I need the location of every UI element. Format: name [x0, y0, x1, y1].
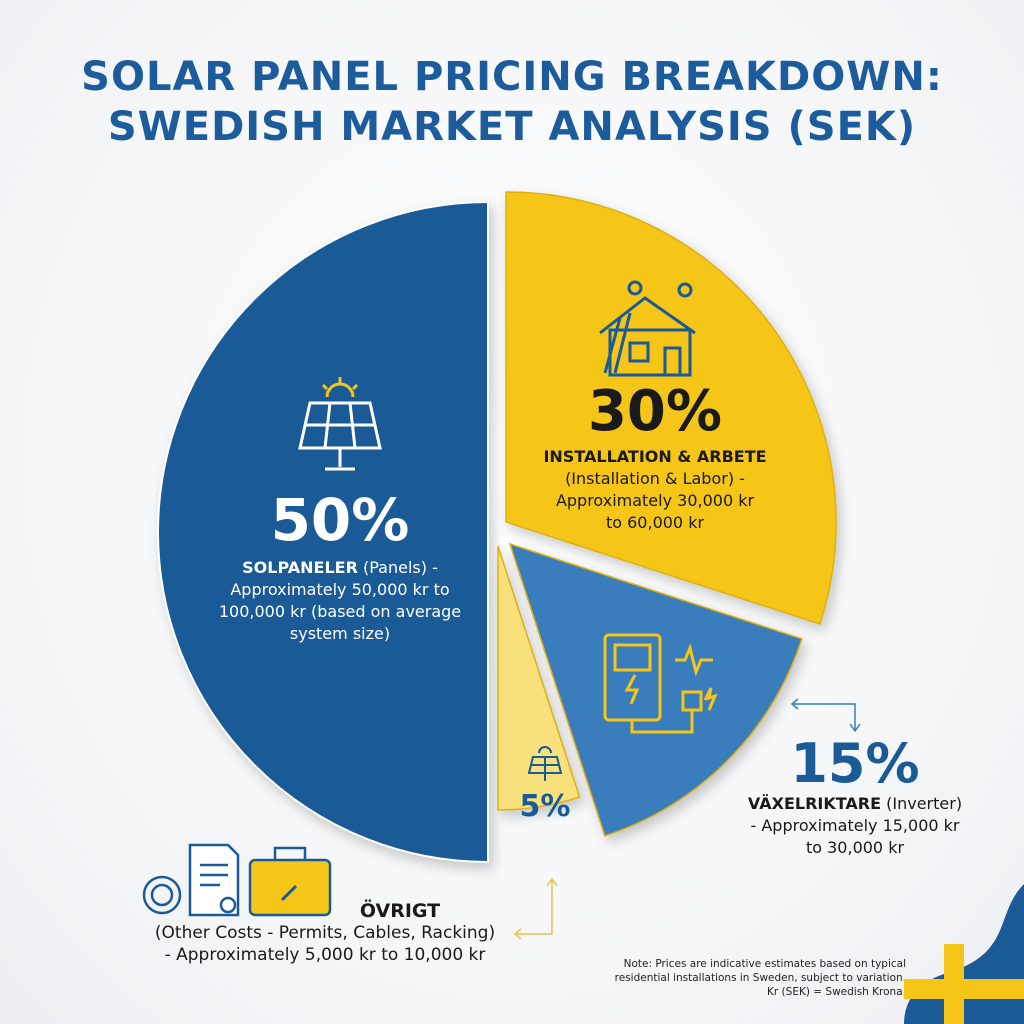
roof-installers-icon: [599, 280, 696, 377]
small-solar-panel-icon: [527, 746, 563, 781]
page-title: SOLAR PANEL PRICING BREAKDOWN: SWEDISH M…: [0, 52, 1024, 152]
sub-installation: (Installation & Labor) -: [565, 469, 745, 488]
desc-panels: - Approximately 50,000 kr to 100,000 kr …: [218, 558, 462, 643]
desc-other: - Approximately 5,000 kr to 10,000 kr: [164, 945, 486, 965]
desc-inverter: - Approximately 15,000 kr to 30,000 kr: [750, 816, 960, 857]
slice-installation: [505, 191, 837, 625]
sub-inverter: (Inverter): [886, 794, 963, 813]
name-installation: INSTALLATION & ARBETE: [543, 447, 767, 466]
pct-installation: 30%: [587, 379, 723, 444]
slice-label-other: ÖVRIGT (Other Costs - Permits, Cables, R…: [110, 900, 540, 966]
cables-permits-toolbox-icon: [142, 843, 332, 917]
name-panels: SOLPANELER: [242, 558, 358, 577]
name-other: ÖVRIGT: [359, 900, 441, 922]
sub-panels: (Panels): [362, 558, 427, 577]
sub-other: (Other Costs - Permits, Cables, Racking): [154, 923, 496, 943]
solar-panel-icon: [298, 377, 382, 471]
swedish-flag-decoration: [904, 884, 1024, 1024]
desc-installation: Approximately 30,000 kr to 60,000 kr: [555, 491, 755, 532]
slice-label-other-pct: 5%: [505, 745, 585, 824]
note-line-1: Note: Prices are indicative estimates ba…: [623, 958, 906, 970]
title-line-1: SOLAR PANEL PRICING BREAKDOWN:: [81, 54, 943, 100]
footnote: Note: Prices are indicative estimates ba…: [615, 957, 906, 999]
other-pointer-arrow: [513, 877, 558, 940]
slice-panels: [157, 200, 489, 864]
inverter-icon: [603, 633, 718, 734]
slice-other: [497, 545, 581, 811]
slice-label-panels: 50% SOLPANELER (Panels) - Approximately …: [200, 375, 480, 645]
note-line-3: Kr (SEK) = Swedish Krona.: [767, 986, 906, 998]
slice-inverter: [508, 542, 803, 837]
slice-label-installation: 30% INSTALLATION & ARBETE (Installation …: [530, 278, 780, 534]
note-line-2: residential installations in Sweden, sub…: [614, 972, 906, 984]
name-inverter: VÄXELRIKTARE: [747, 794, 882, 813]
pct-other: 5%: [519, 789, 571, 824]
slice-label-inverter: 15% VÄXELRIKTARE (Inverter) - Approximat…: [730, 735, 980, 859]
title-line-2: SWEDISH MARKET ANALYSIS (SEK): [107, 104, 917, 150]
inverter-pointer-arrow: [790, 698, 861, 733]
pct-panels: 50%: [270, 486, 410, 554]
pct-inverter: 15%: [790, 732, 920, 795]
